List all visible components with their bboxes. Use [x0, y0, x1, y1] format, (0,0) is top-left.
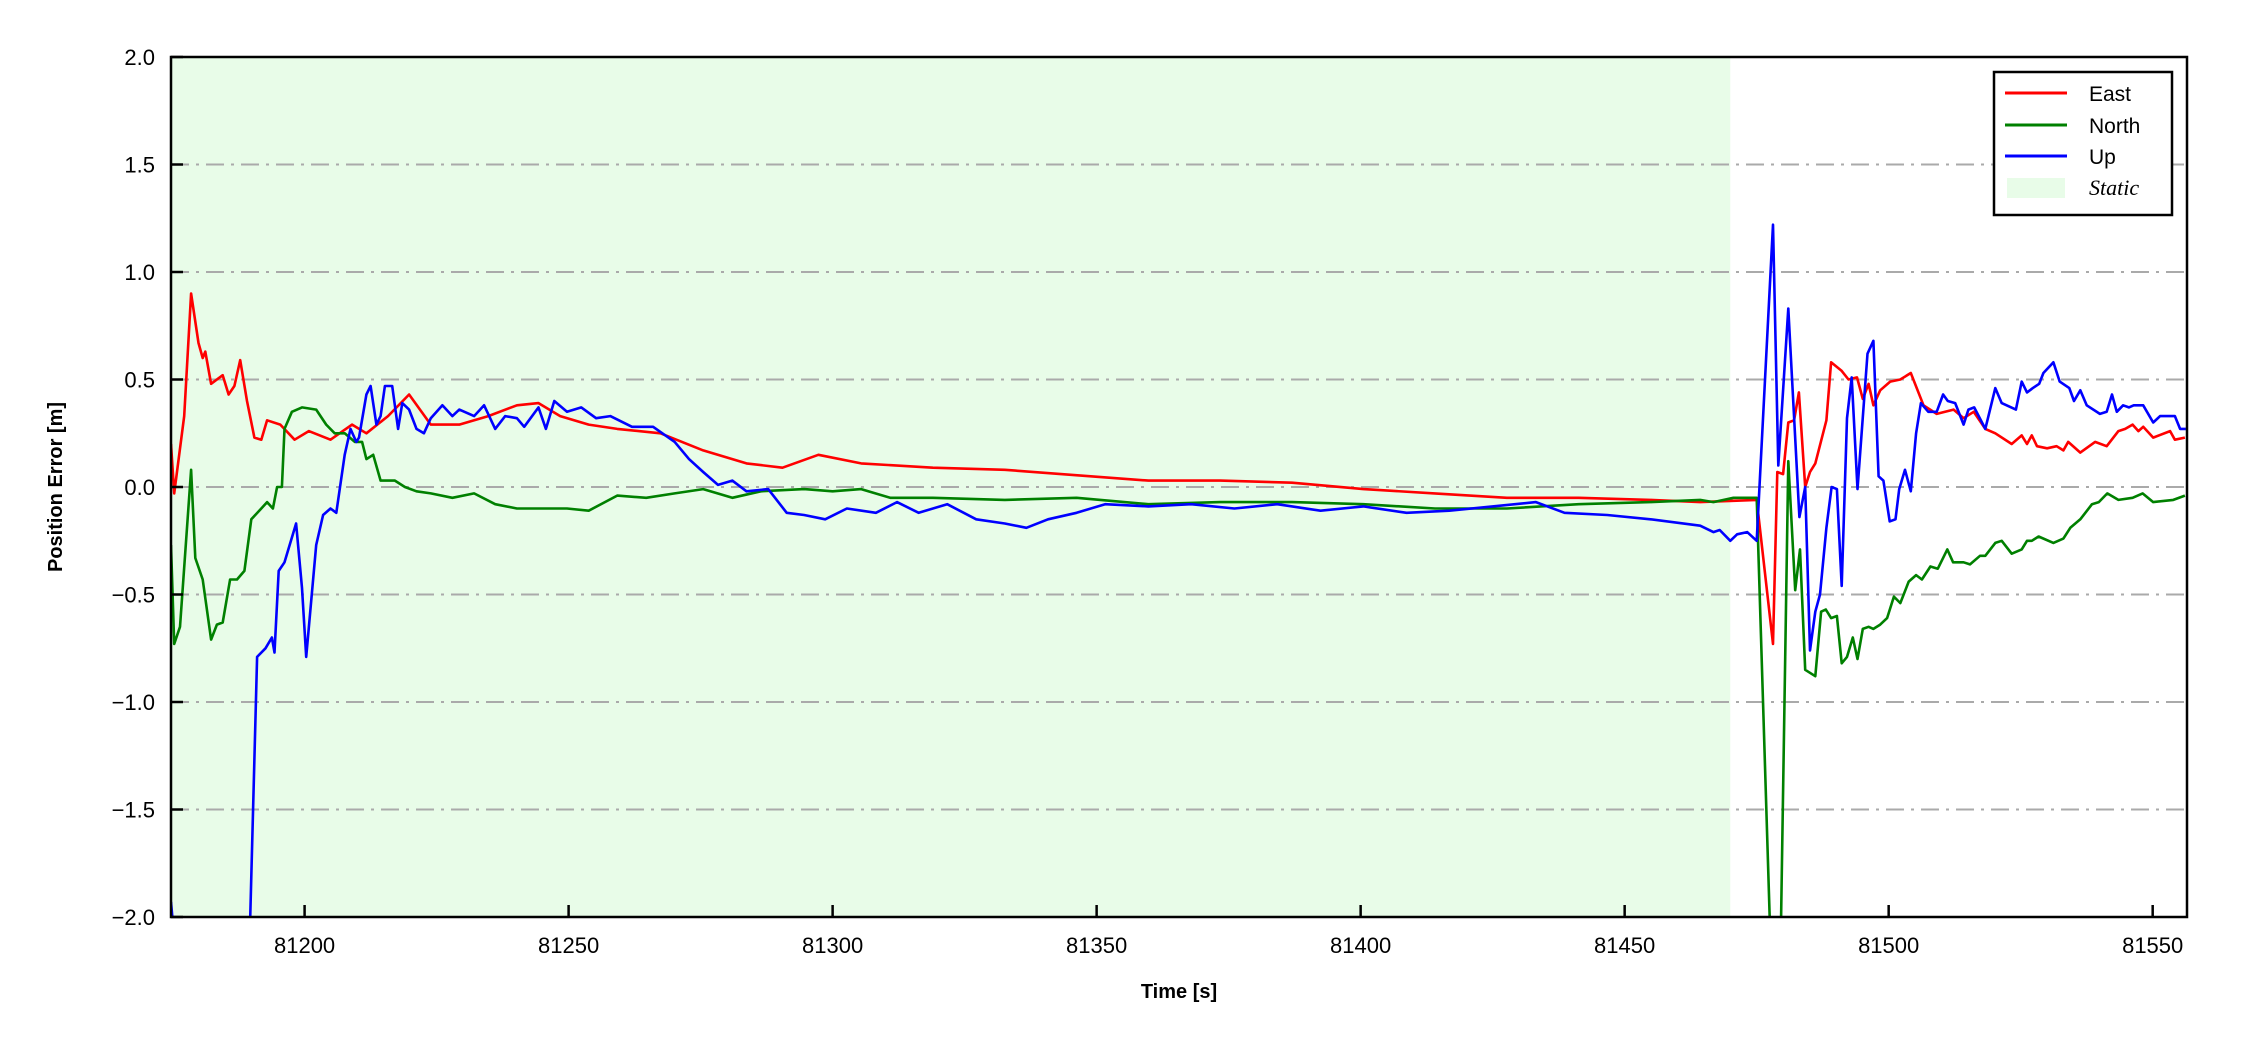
y-tick-label: −0.5 [112, 583, 155, 608]
x-tick-label: 81200 [274, 933, 335, 958]
x-tick-label: 81250 [538, 933, 599, 958]
legend-east-label: East [2089, 83, 2131, 106]
y-tick-label: −1.0 [112, 690, 155, 715]
x-tick-label: 81300 [802, 933, 863, 958]
series-north-line [171, 406, 2186, 917]
y-tick-label: 0.5 [124, 368, 155, 393]
x-tick-label: 81400 [1330, 933, 1391, 958]
legend-static-label: Static [2089, 175, 2139, 200]
x-axis-label: Time [s] [1141, 981, 1217, 1003]
y-tick-label: 1.0 [124, 260, 155, 285]
x-tick-label: 81350 [1066, 933, 1127, 958]
series-up-line [171, 223, 2186, 917]
legend-up-label: Up [2089, 146, 2116, 169]
y-axis-label: Position Error [m] [45, 402, 67, 572]
y-tick-label: −2.0 [112, 905, 155, 930]
x-tick-label: 81500 [1858, 933, 1919, 958]
x-tick-label: 81550 [2122, 933, 2183, 958]
y-tick-label: 2.0 [124, 45, 155, 70]
axis-ticks: −2.0 −1.5 −1.0 −0.5 0.0 0.5 1.0 1.5 2.0 81200 8125… [112, 45, 2184, 958]
plot-frame [169, 55, 2189, 919]
y-tick-label: 0.0 [124, 475, 155, 500]
legend-static-swatch [2007, 178, 2065, 198]
legend-north-label: North [2089, 115, 2140, 138]
y-tick-label: 1.5 [124, 153, 155, 178]
x-tick-label: 81450 [1594, 933, 1655, 958]
series-east-line [171, 292, 2186, 646]
series-lines [171, 223, 2186, 917]
legend: East North Up Static [1992, 70, 2174, 217]
y-tick-label: −1.5 [112, 798, 155, 823]
